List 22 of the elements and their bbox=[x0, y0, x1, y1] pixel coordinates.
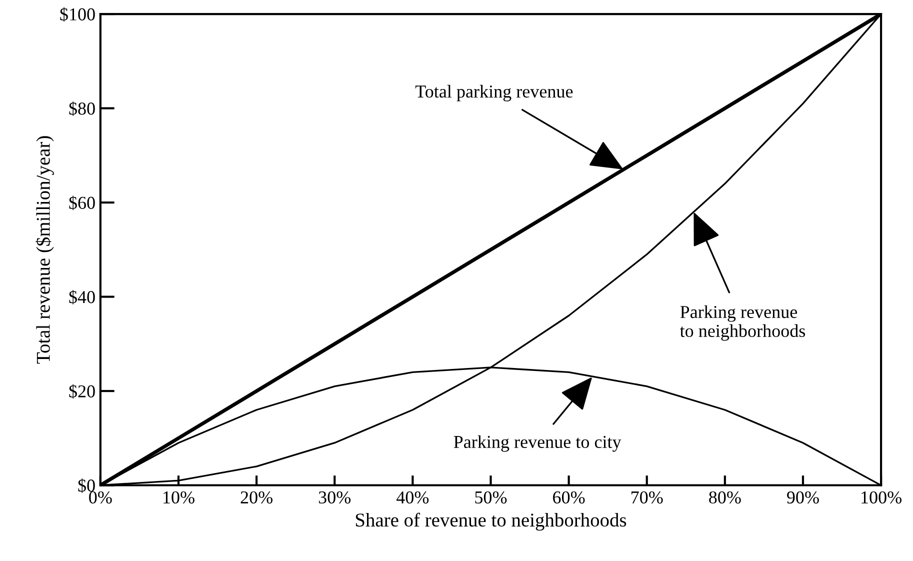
y-tick-label: $40 bbox=[69, 290, 95, 304]
annotation: Total parking revenue bbox=[415, 84, 573, 102]
x-tick-label: 90% bbox=[787, 491, 819, 504]
x-tick-label: 20% bbox=[240, 491, 272, 504]
x-tick-label: 0% bbox=[89, 491, 112, 504]
x-tick-label: 80% bbox=[709, 491, 741, 504]
annotation: Parking revenue to city bbox=[454, 435, 622, 452]
annotation: Parking revenue to neighborhoods bbox=[680, 305, 806, 341]
x-tick-label: 70% bbox=[632, 491, 663, 504]
x-tick-label: 30% bbox=[318, 491, 351, 504]
y-axis-title: Total revenue ($million/year) bbox=[36, 136, 54, 364]
x-tick-label: 40% bbox=[396, 491, 429, 504]
y-tick-label: $100 bbox=[60, 7, 95, 22]
x-tick-label: 100% bbox=[862, 491, 902, 504]
x-tick-label: 10% bbox=[164, 491, 194, 504]
x-tick-label: 50% bbox=[475, 491, 507, 504]
y-tick-label: $20 bbox=[69, 384, 95, 399]
y-tick-label: $80 bbox=[69, 101, 95, 116]
y-tick-label: $0 bbox=[78, 478, 95, 493]
x-axis-title: Share of revenue to neighborhoods bbox=[356, 512, 626, 531]
y-tick-label: $60 bbox=[69, 196, 95, 210]
x-tick-label: 60% bbox=[553, 491, 585, 504]
